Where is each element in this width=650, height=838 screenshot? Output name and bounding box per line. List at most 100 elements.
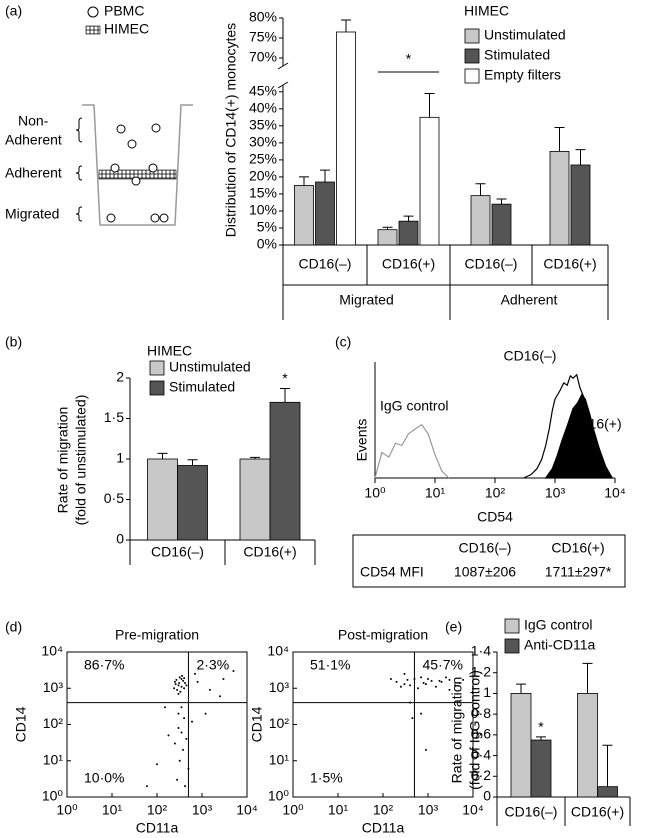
y-axis-label: Rate of migration bbox=[55, 407, 71, 514]
legend-swatch bbox=[149, 360, 165, 376]
quadrant-label: 45·7% bbox=[422, 657, 462, 673]
legend-swatch bbox=[464, 28, 480, 44]
event-dot bbox=[454, 684, 457, 687]
y-tick-label: 10⁴ bbox=[267, 643, 289, 659]
himec-icon bbox=[85, 25, 101, 35]
event-dot bbox=[194, 672, 197, 675]
y-tick-label: 10⁰ bbox=[42, 788, 64, 804]
x-tick-label: 10⁰ bbox=[56, 802, 78, 818]
legend-label: Unstimulated bbox=[484, 27, 566, 43]
event-dot bbox=[208, 688, 211, 691]
y-tick-label: 30% bbox=[249, 134, 277, 150]
x-tick-label: CD16(+) bbox=[543, 256, 596, 272]
event-dot bbox=[163, 706, 166, 709]
panel-label: (d) bbox=[5, 619, 22, 635]
legend-swatch bbox=[464, 48, 480, 64]
y-tick-label: 10³ bbox=[269, 679, 290, 695]
event-dot bbox=[427, 677, 429, 680]
legend-label: Stimulated bbox=[169, 379, 235, 395]
bar bbox=[510, 693, 532, 798]
table-cell: 1711±297* bbox=[545, 564, 612, 580]
event-dot bbox=[178, 681, 181, 684]
bar bbox=[577, 693, 598, 798]
event-dot bbox=[177, 727, 180, 730]
table-row-label: CD54 MFI bbox=[360, 564, 424, 580]
bar bbox=[597, 786, 618, 798]
y-tick-label: 10¹ bbox=[43, 751, 64, 767]
event-dot bbox=[182, 748, 185, 751]
event-dot bbox=[409, 701, 412, 704]
legend-label: Empty filters bbox=[484, 67, 561, 83]
event-dot bbox=[420, 676, 423, 679]
cells bbox=[106, 123, 169, 223]
event-dot bbox=[395, 680, 398, 683]
legend-label: IgG control bbox=[524, 617, 592, 633]
y-axis-label: Events bbox=[354, 419, 370, 462]
x-tick-label: CD16(–) bbox=[505, 804, 558, 820]
series-label: CD16(+) bbox=[568, 416, 621, 432]
event-dot bbox=[444, 676, 447, 679]
event-dot bbox=[173, 680, 176, 683]
y-tick-label: 2 bbox=[116, 369, 124, 385]
x-tick-label: CD16(+) bbox=[571, 804, 624, 820]
event-dot bbox=[180, 685, 183, 688]
event-dot bbox=[180, 731, 183, 734]
error-bar bbox=[602, 744, 613, 787]
event-dot bbox=[176, 778, 179, 781]
y-tick-label: 45% bbox=[249, 83, 277, 99]
bar bbox=[491, 203, 512, 246]
y-tick-label: 0·8 bbox=[471, 705, 491, 721]
series-label: IgG control bbox=[380, 398, 448, 414]
bar bbox=[530, 739, 552, 798]
y-axis-label: (fold of unstimulated) bbox=[73, 395, 89, 526]
y-axis-label: CD14 bbox=[249, 706, 265, 742]
event-dot bbox=[184, 785, 187, 788]
event-dot bbox=[177, 684, 180, 687]
table-header: CD16(–) bbox=[459, 540, 512, 556]
table-cell: 1087±206 bbox=[454, 564, 516, 580]
event-dot bbox=[173, 742, 176, 745]
error-bar bbox=[299, 176, 309, 186]
event-dot bbox=[178, 759, 181, 762]
error-bar bbox=[424, 93, 435, 118]
event-dot bbox=[417, 687, 420, 690]
event-dot bbox=[434, 685, 437, 688]
error-bar bbox=[516, 683, 526, 694]
error-bar bbox=[250, 456, 260, 459]
event-dot bbox=[422, 681, 425, 684]
panel-label: (c) bbox=[335, 334, 351, 350]
y-tick-label: 1 bbox=[483, 684, 491, 700]
error-bar bbox=[280, 388, 290, 403]
axis-break bbox=[277, 62, 289, 89]
x-tick-label: 10¹ bbox=[102, 802, 123, 818]
error-bar bbox=[341, 19, 351, 32]
y-axis-label: (fold of IgG control) bbox=[467, 670, 483, 790]
event-dot bbox=[179, 690, 182, 693]
y-tick-label: 1 bbox=[116, 450, 124, 466]
pbmc-icon bbox=[87, 6, 99, 18]
event-dot bbox=[183, 687, 186, 690]
event-dot bbox=[180, 706, 183, 709]
well bbox=[82, 104, 193, 226]
histogram bbox=[374, 423, 450, 479]
error-bar bbox=[536, 736, 546, 741]
bar bbox=[147, 458, 178, 541]
error-bar bbox=[582, 662, 593, 694]
event-dot bbox=[146, 785, 149, 788]
y-tick-label: 10% bbox=[249, 202, 277, 218]
error-bar bbox=[554, 127, 565, 152]
y-tick-label: 1·4 bbox=[471, 643, 491, 659]
y-tick-label: 0 bbox=[116, 531, 124, 547]
x-tick-label: 10⁴ bbox=[604, 485, 626, 501]
legend-swatch bbox=[149, 380, 165, 396]
event-dot bbox=[389, 677, 392, 680]
x-tick-label: 10² bbox=[373, 802, 394, 818]
y-axis-label: CD14 bbox=[13, 706, 29, 742]
event-dot bbox=[182, 679, 185, 682]
significance: * bbox=[538, 719, 544, 735]
event-dot bbox=[399, 685, 402, 688]
event-dot bbox=[222, 677, 225, 680]
panel-label: (a) bbox=[5, 3, 22, 19]
y-tick-label: 0·4 bbox=[471, 746, 491, 762]
